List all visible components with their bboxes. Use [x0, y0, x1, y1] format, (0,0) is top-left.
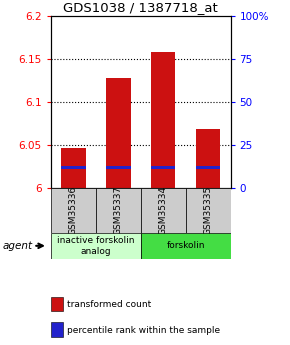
Text: forskolin: forskolin	[166, 241, 205, 250]
Text: GSM35337: GSM35337	[114, 186, 123, 235]
Bar	[186, 188, 231, 233]
Bar	[151, 166, 175, 169]
Title: GDS1038 / 1387718_at: GDS1038 / 1387718_at	[63, 1, 218, 14]
Text: GSM35335: GSM35335	[204, 186, 213, 235]
Bar	[61, 166, 86, 169]
Bar	[106, 78, 130, 188]
Text: transformed count: transformed count	[68, 300, 152, 309]
Bar	[151, 52, 175, 188]
Bar	[51, 233, 141, 259]
Bar	[106, 166, 130, 169]
Text: GSM35336: GSM35336	[69, 186, 78, 235]
Bar	[196, 166, 220, 169]
Bar	[51, 296, 63, 311]
Bar	[51, 322, 63, 337]
Text: percentile rank within the sample: percentile rank within the sample	[68, 326, 221, 335]
Bar	[51, 188, 96, 233]
Text: agent: agent	[3, 241, 33, 251]
Bar	[141, 188, 186, 233]
Bar	[141, 233, 231, 259]
Bar	[196, 129, 220, 188]
Text: inactive forskolin
analog: inactive forskolin analog	[57, 236, 135, 256]
Bar	[61, 148, 86, 188]
Text: GSM35334: GSM35334	[159, 186, 168, 235]
Bar	[96, 188, 141, 233]
